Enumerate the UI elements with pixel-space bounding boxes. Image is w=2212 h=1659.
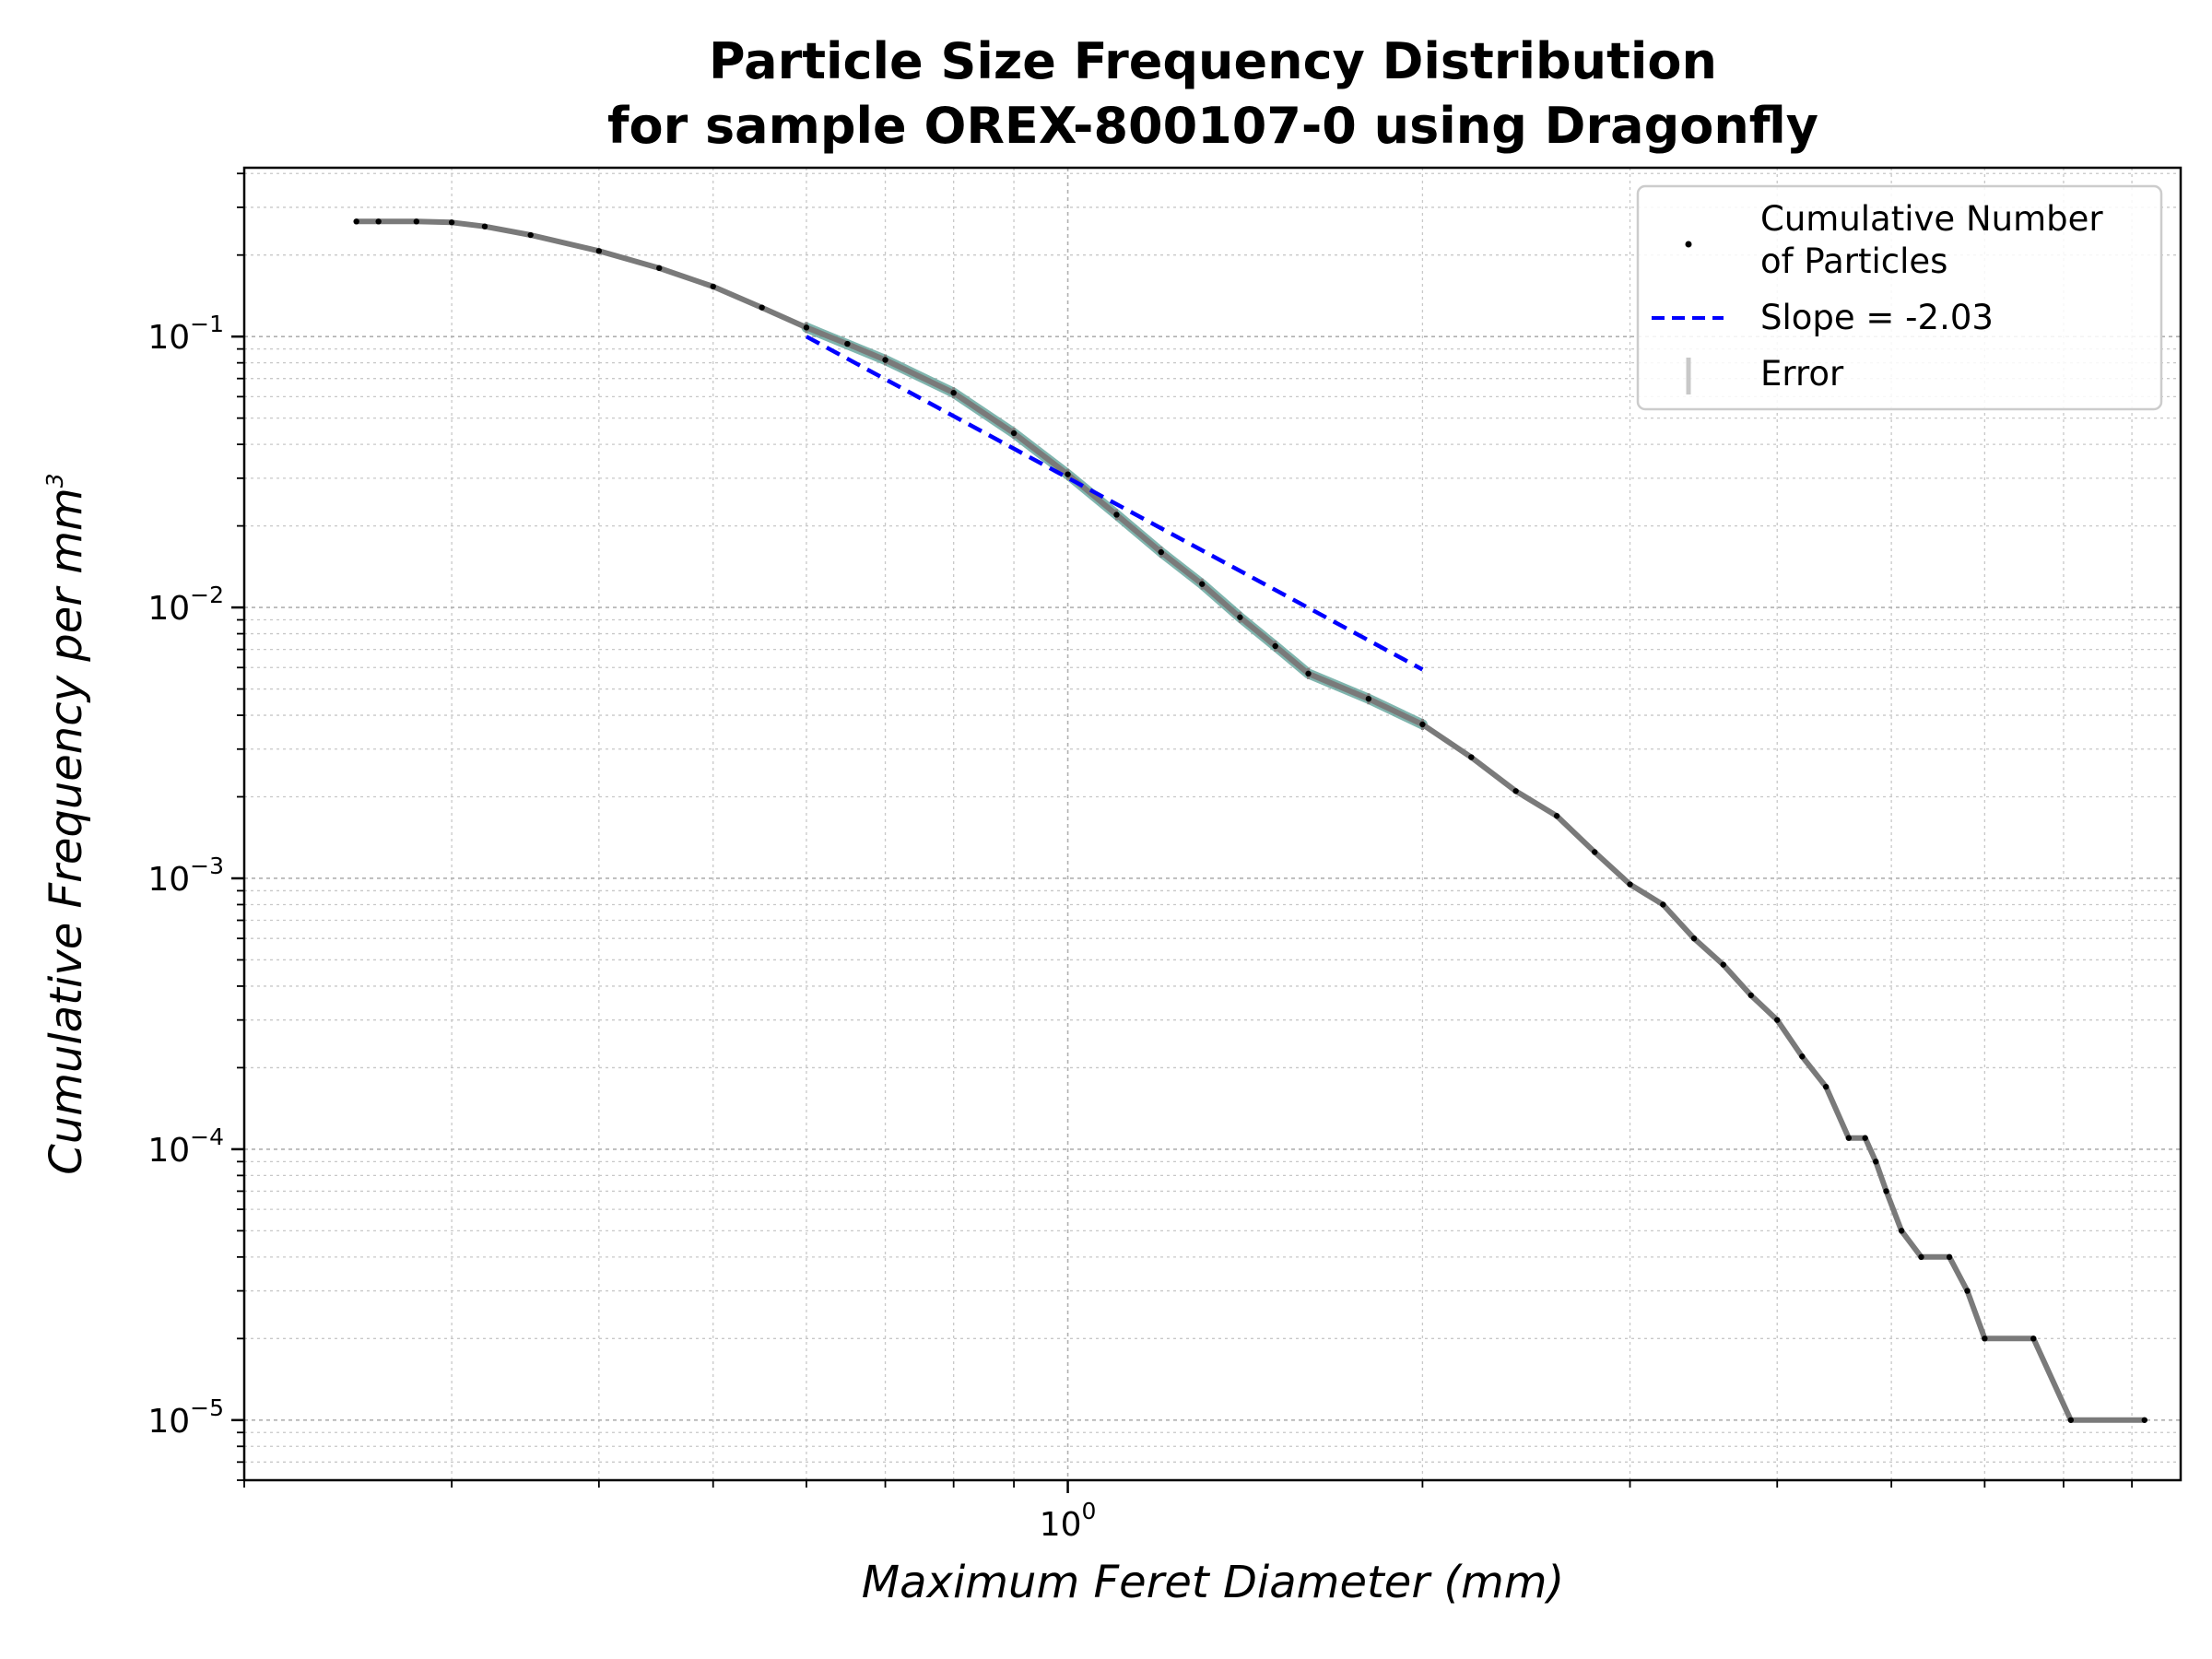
data-point (1065, 471, 1071, 477)
data-point (710, 283, 716, 290)
data-point (1272, 642, 1278, 650)
data-point (1862, 1135, 1868, 1141)
data-point (1553, 813, 1560, 819)
y-tick-label: 10−3 (147, 853, 224, 899)
legend-marker-points (1685, 241, 1692, 248)
y-tick-label-exponent: −1 (190, 311, 224, 337)
data-point (1592, 849, 1598, 855)
y-tick-label-exponent: −2 (190, 582, 224, 608)
slope-fit-line (805, 335, 1424, 672)
data-point (1799, 1053, 1806, 1060)
points-trace (353, 218, 2147, 1423)
y-tick-label-base: 10 (147, 319, 190, 357)
y-tick-label-exponent: −5 (190, 1394, 224, 1421)
data-point (1660, 901, 1666, 908)
y-tick-label: 10−4 (147, 1124, 224, 1170)
data-point (2030, 1335, 2037, 1342)
data-point (1747, 992, 1754, 999)
y-tick-label: 10−1 (147, 311, 224, 357)
data-point (950, 389, 957, 396)
y-tick-label: 10−5 (147, 1394, 224, 1441)
data-point (759, 304, 765, 311)
data-point (803, 324, 810, 331)
legend: Cumulative Number of Particles Slope = -… (1636, 184, 2163, 411)
legend-label-slope: Slope = -2.03 (1760, 298, 1994, 337)
legend-label-points-line-1: Cumulative Number (1760, 199, 2103, 239)
x-tick-label-exponent: 0 (1082, 1498, 1097, 1524)
data-point (481, 223, 488, 229)
y-axis-label: Cumulative Frequency per mm3 (41, 473, 92, 1174)
data-point (1199, 581, 1206, 587)
y-tick-label-base: 10 (147, 861, 190, 899)
y-tick-label-exponent: −3 (190, 853, 224, 879)
data-point (527, 231, 534, 239)
legend-label-points-line-2: of Particles (1760, 241, 1947, 281)
chart-title-line-1: Particle Size Frequency Distribution (709, 32, 1717, 90)
data-point (1419, 721, 1426, 728)
data-point (1113, 512, 1120, 518)
data-point (1883, 1188, 1889, 1194)
y-tick-label-base: 10 (147, 1403, 190, 1441)
data-point (1365, 695, 1372, 702)
data-point (1010, 429, 1018, 437)
chart-title-line-2: for sample OREX-800107-0 using Dragonfly (607, 97, 1818, 155)
data-point (448, 219, 455, 226)
y-tick-label-base: 10 (147, 1132, 190, 1170)
y-tick-label-exponent: −4 (190, 1124, 224, 1150)
data-point (882, 357, 888, 363)
data-point (1237, 614, 1243, 620)
data-point (1845, 1135, 1853, 1141)
data-point (2141, 1417, 2147, 1423)
plot-frame (242, 166, 2183, 1482)
data-point (2067, 1417, 2075, 1423)
plot-series (353, 218, 2147, 1423)
data-point (1964, 1288, 1971, 1294)
y-tick-label: 10−2 (147, 582, 224, 628)
data-point (1158, 548, 1164, 556)
data-point (375, 218, 382, 225)
data-point (1690, 935, 1698, 942)
x-tick-label: 100 (1040, 1498, 1097, 1544)
data-point (1918, 1253, 1924, 1261)
data-point (595, 248, 603, 254)
legend-frame (1636, 184, 2163, 411)
legend-label-error: Error (1760, 354, 1844, 394)
y-axis-label-superscript: 3 (41, 473, 68, 488)
data-point (1946, 1253, 1953, 1261)
data-point (656, 265, 663, 272)
data-point (1873, 1159, 1879, 1165)
data-point (1982, 1335, 1988, 1342)
data-point (1305, 670, 1312, 677)
data-point (413, 218, 420, 225)
data-point (1774, 1017, 1781, 1023)
data-point (1512, 788, 1519, 794)
data-point (1898, 1228, 1905, 1234)
data-point (1822, 1083, 1830, 1090)
y-axis-label-text: Cumulative Frequency per mm (41, 488, 92, 1175)
data-point (1468, 754, 1475, 760)
x-axis-label: Maximum Feret Diameter (mm) (862, 1557, 1565, 1608)
data-point (844, 340, 851, 347)
y-tick-label-base: 10 (147, 590, 190, 628)
x-tick-label-base: 10 (1040, 1506, 1082, 1544)
data-point (1627, 881, 1633, 888)
data-point (353, 218, 359, 225)
data-point (1720, 961, 1726, 968)
